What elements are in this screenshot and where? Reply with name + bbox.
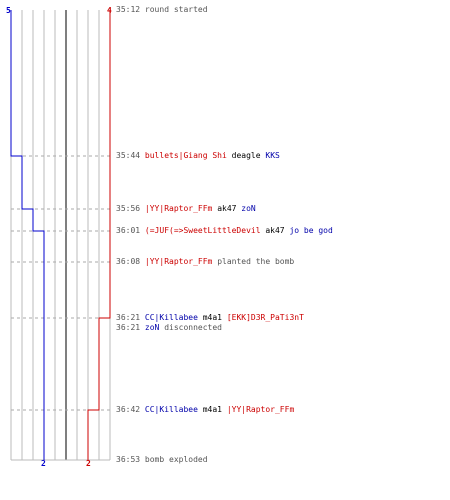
event-player-name: KKS: [265, 151, 280, 160]
event-description: disconnected: [164, 323, 222, 332]
event-row: 36:21 CC|Killabee m4a1 [EKK]D3R_PaTi3nT: [116, 313, 304, 323]
event-time: 36:42: [116, 405, 141, 414]
event-time: 36:01: [116, 226, 141, 235]
red-end-count: 2: [86, 459, 91, 468]
event-description: round started: [144, 5, 208, 14]
event-row: 36:21 zoN disconnected: [116, 323, 222, 333]
event-player-name: zoN: [144, 323, 160, 332]
event-player-name: |YY|Raptor_FFm: [144, 257, 213, 266]
event-player-name: |YY|Raptor_FFm: [144, 204, 213, 213]
event-description: bomb exploded: [144, 455, 208, 464]
event-player-name: CC|Killabee: [144, 313, 198, 322]
event-time: 36:53: [116, 455, 141, 464]
event-description: planted the bomb: [217, 257, 295, 266]
event-row: 35:44 bullets|Giang Shi deagle KKS: [116, 151, 280, 161]
event-row: 36:42 CC|Killabee m4a1 |YY|Raptor_FFm: [116, 405, 294, 415]
event-player-name: bullets|Giang Shi: [144, 151, 227, 160]
event-weapon: m4a1: [202, 405, 222, 414]
event-time: 35:12: [116, 5, 141, 14]
event-player-name: CC|Killabee: [144, 405, 198, 414]
event-time: 36:08: [116, 257, 141, 266]
event-time: 35:56: [116, 204, 141, 213]
event-weapon: m4a1: [202, 313, 222, 322]
event-row: 36:53 bomb exploded: [116, 455, 208, 465]
event-player-name: zoN: [241, 204, 256, 213]
event-weapon: deagle: [231, 151, 261, 160]
blue-end-count: 2: [41, 459, 46, 468]
red-team-alive-line: [87, 10, 111, 460]
event-time: 36:21: [116, 313, 141, 322]
blue-start-count: 5: [6, 6, 11, 15]
event-weapon: ak47: [217, 204, 237, 213]
blue-team-alive-line: [10, 10, 45, 460]
red-start-count: 4: [107, 6, 112, 15]
event-player-name: (=JUF(=>SweetLittleDevil: [144, 226, 261, 235]
event-row: 36:01 (=JUF(=>SweetLittleDevil ak47 jo b…: [116, 226, 333, 236]
event-time: 36:21: [116, 323, 141, 332]
event-row: 35:12 round started: [116, 5, 208, 15]
event-player-name: |YY|Raptor_FFm: [226, 405, 295, 414]
event-player-name: [EKK]D3R_PaTi3nT: [226, 313, 304, 322]
event-row: 36:08 |YY|Raptor_FFm planted the bomb: [116, 257, 294, 267]
event-row: 35:56 |YY|Raptor_FFm ak47 zoN: [116, 204, 256, 214]
event-weapon: ak47: [265, 226, 285, 235]
event-player-name: jo be god: [289, 226, 333, 235]
event-time: 35:44: [116, 151, 141, 160]
